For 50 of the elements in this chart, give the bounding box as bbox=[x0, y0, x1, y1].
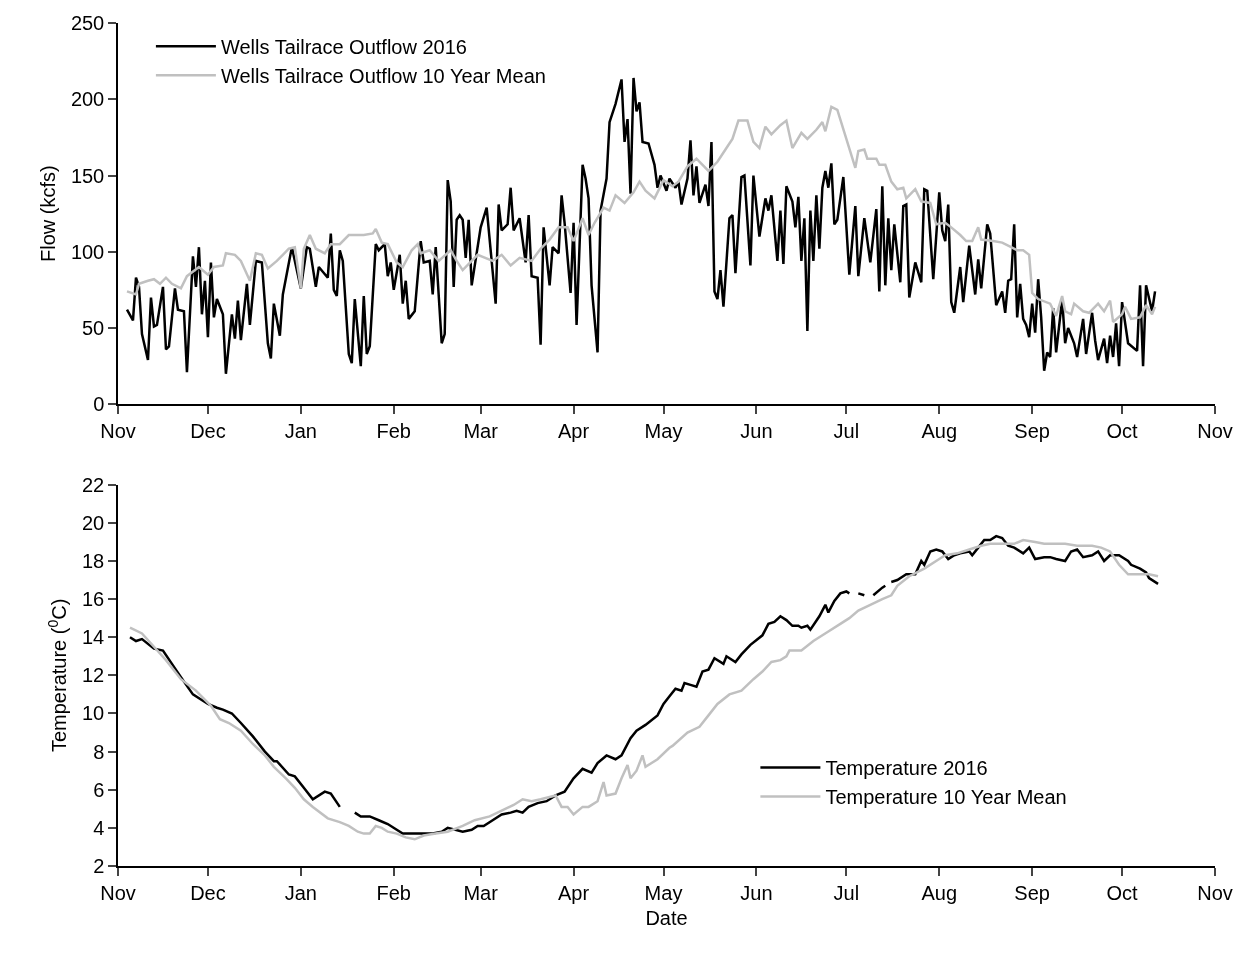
y-tick-label: 50 bbox=[82, 317, 105, 340]
x-tick-label: Jan bbox=[284, 420, 317, 443]
x-tick-label: Jun bbox=[740, 881, 773, 904]
x-tick-label: Sep bbox=[1014, 881, 1050, 904]
x-tick-label: Aug bbox=[921, 881, 958, 904]
legend-label: Temperature 10 Year Mean bbox=[825, 786, 1067, 809]
x-tick-label: Dec bbox=[190, 420, 226, 443]
legend-label: Temperature 2016 bbox=[825, 757, 988, 780]
x-tick-label: Nov bbox=[100, 420, 136, 443]
x-tick-label: Nov bbox=[1197, 420, 1233, 443]
y-tick-label: 250 bbox=[70, 12, 105, 34]
y-tick-label: 150 bbox=[70, 164, 105, 187]
legend-label: Wells Tailrace Outflow 2016 bbox=[220, 36, 467, 59]
x-tick-label: Nov bbox=[1197, 881, 1233, 904]
x-tick-label: Feb bbox=[376, 881, 411, 904]
y-tick-label: 2 bbox=[93, 855, 105, 877]
y-tick-label: 0 bbox=[93, 393, 105, 416]
y-tick-label: 18 bbox=[82, 549, 105, 572]
line-series bbox=[125, 105, 1157, 324]
x-axis-title: Date bbox=[645, 906, 688, 929]
x-tick-label: May bbox=[644, 881, 683, 904]
x-tick-label: Jul bbox=[833, 881, 860, 904]
y-tick-label: 14 bbox=[82, 626, 105, 649]
y-tick-label: 10 bbox=[82, 702, 105, 725]
y-tick-label: 8 bbox=[93, 740, 105, 763]
y-tick-label: 200 bbox=[70, 88, 105, 111]
x-tick-label: Jun bbox=[740, 420, 773, 443]
x-tick-label: Dec bbox=[190, 881, 226, 904]
x-tick-label: Oct bbox=[1106, 881, 1139, 904]
y-tick-label: 20 bbox=[82, 511, 105, 534]
y-tick-label: 100 bbox=[70, 240, 105, 263]
x-tick-label: Nov bbox=[100, 881, 136, 904]
y-tick-label: 12 bbox=[82, 664, 105, 687]
y-tick-label: 16 bbox=[82, 588, 105, 611]
x-tick-label: Apr bbox=[558, 420, 590, 443]
x-tick-label: Apr bbox=[558, 881, 590, 904]
x-tick-label: Mar bbox=[463, 881, 499, 904]
y-tick-label: 6 bbox=[93, 778, 105, 801]
x-tick-label: Mar bbox=[463, 420, 499, 443]
y-tick-label: 4 bbox=[93, 816, 105, 839]
y-tick-label: 22 bbox=[82, 473, 105, 496]
legend-label: Wells Tailrace Outflow 10 Year Mean bbox=[220, 65, 546, 88]
x-tick-label: Jul bbox=[833, 420, 860, 443]
x-tick-label: May bbox=[644, 420, 683, 443]
x-tick-label: Feb bbox=[376, 420, 411, 443]
x-tick-label: Oct bbox=[1106, 420, 1139, 443]
x-tick-label: Jan bbox=[284, 881, 317, 904]
x-tick-label: Aug bbox=[921, 420, 958, 443]
x-tick-label: Sep bbox=[1014, 420, 1050, 443]
y-axis-title: Flow (kcfs) bbox=[36, 165, 59, 262]
